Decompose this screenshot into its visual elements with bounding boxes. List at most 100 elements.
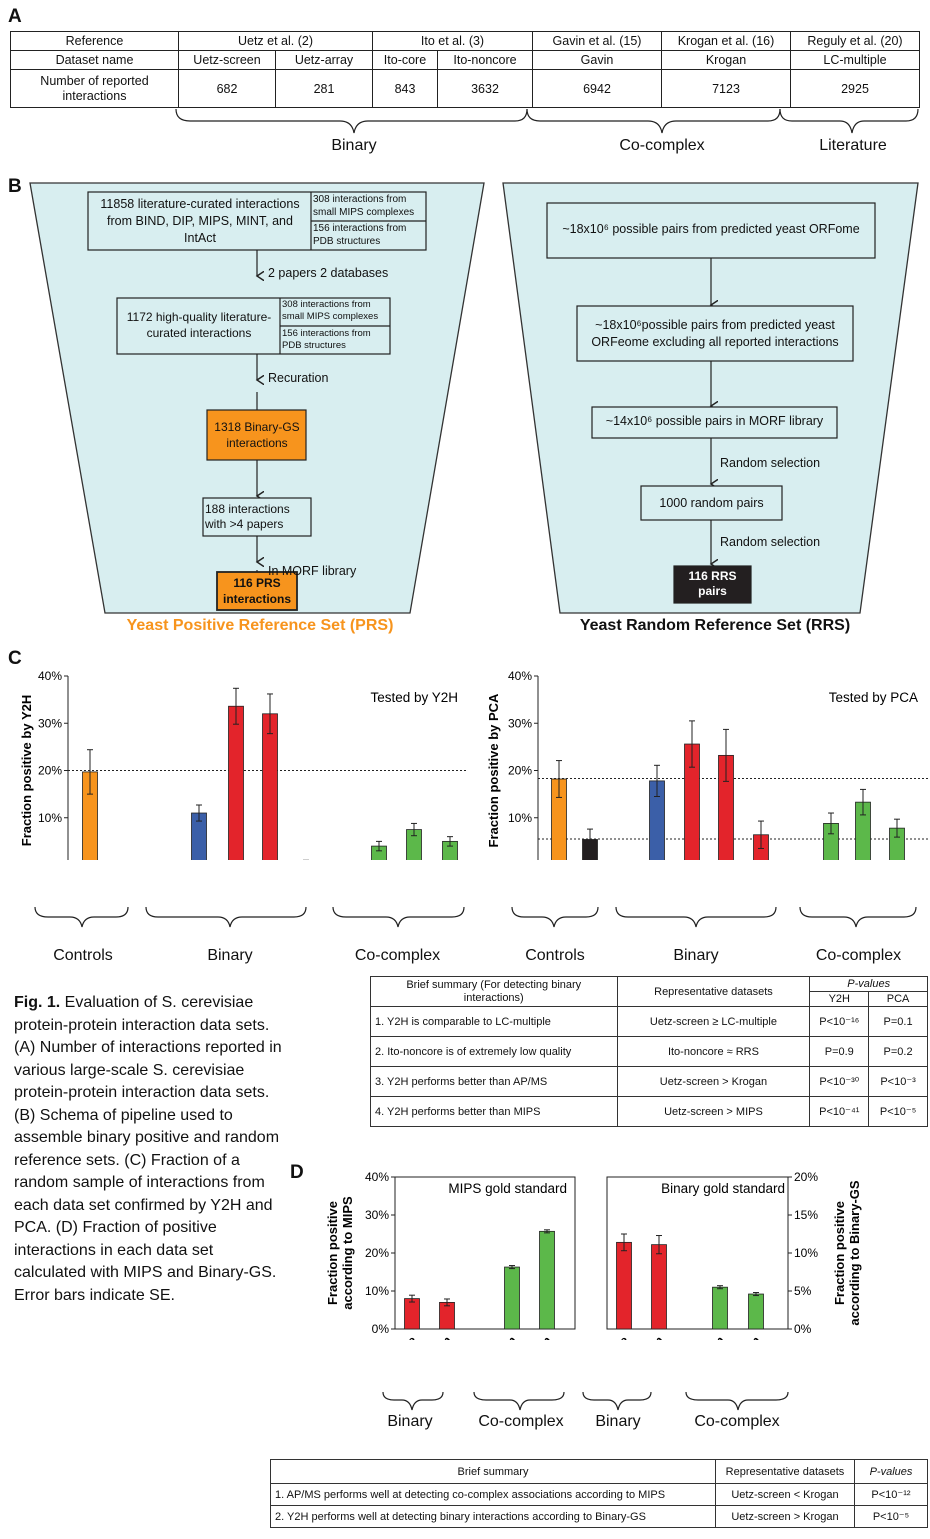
c2-group-controls: Controls bbox=[525, 947, 585, 964]
dataset-cell: Gavin bbox=[532, 50, 662, 70]
c-row-p1: P<10⁻¹⁶ bbox=[809, 1006, 870, 1037]
x-tick-label: Krogan bbox=[480, 1333, 520, 1340]
rrs-title: Yeast Random Reference Set (RRS) bbox=[579, 617, 851, 634]
dataset-cell: LC-multiple bbox=[790, 50, 920, 70]
group-cocomplex-label: Co-complex bbox=[619, 137, 705, 154]
c-row-dataset: Ito-noncore ≈ RRS bbox=[616, 1036, 811, 1067]
y-tick-label: 20% bbox=[508, 764, 532, 778]
y-tick-label: 20% bbox=[365, 1246, 389, 1260]
chart-mips: 0%10%20%30%40%Ito-coreUetz-screenKroganG… bbox=[325, 1170, 576, 1340]
c2-group-binary: Binary bbox=[673, 947, 719, 964]
prs-box4-text: 188 interactions with >4 papers bbox=[205, 502, 290, 531]
prs-box5-text: 116 PRS interactions bbox=[222, 576, 291, 606]
count-cell: 281 bbox=[275, 69, 373, 108]
chart-title: Binary gold standard bbox=[661, 1181, 785, 1196]
y-tick-label: 0% bbox=[45, 858, 63, 860]
ref-reguly: Reguly et al. (20) bbox=[790, 31, 920, 51]
count-cell: 843 bbox=[372, 69, 438, 108]
x-tick-label: Gavin bbox=[521, 1333, 554, 1340]
d1-group-cocomplex: Co-complex bbox=[478, 1413, 564, 1430]
prs-box2a-text: 308 interactions from small MIPS complex… bbox=[282, 299, 379, 322]
panel-c-letter: C bbox=[8, 648, 22, 669]
c-row-p2: P=0.2 bbox=[868, 1036, 928, 1067]
c-row: 4. Y2H performs better than MIPS bbox=[370, 1096, 618, 1127]
c-row-p1: P<10⁻⁴¹ bbox=[809, 1096, 870, 1127]
d-head-summary: Brief summary bbox=[270, 1459, 716, 1484]
ref-ito: Ito et al. (3) bbox=[372, 31, 533, 51]
y-axis-label: Fraction positive bbox=[832, 1201, 847, 1305]
d-row-p: P<10⁻¹² bbox=[854, 1483, 928, 1506]
x-tick-label: Ito-core bbox=[590, 1333, 631, 1340]
panel-d-letter: D bbox=[290, 1162, 304, 1183]
c1-group-controls: Controls bbox=[53, 947, 113, 964]
y-tick-label: 10% bbox=[794, 1246, 818, 1260]
prs-box1a-text: 308 interactions from small MIPS complex… bbox=[313, 194, 415, 218]
c-head-pca: PCA bbox=[868, 991, 928, 1007]
c1-group-cocomplex: Co-complex bbox=[354, 947, 441, 964]
chart-title: MIPS gold standard bbox=[448, 1181, 567, 1196]
rrs-box bbox=[673, 565, 752, 604]
prs-step2: Recuration bbox=[268, 371, 329, 385]
caption-text: Evaluation of S. cerevisiae protein-prot… bbox=[14, 994, 282, 1304]
dataset-table: Reference Uetz et al. (2) Ito et al. (3)… bbox=[10, 31, 920, 108]
dataset-cell: Krogan bbox=[661, 50, 791, 70]
prs-box bbox=[216, 571, 298, 611]
y-axis-label: according to MIPS bbox=[340, 1196, 355, 1310]
rrs-box4-text: 1000 random pairs bbox=[659, 496, 764, 510]
ref-uetz: Uetz et al. (2) bbox=[178, 31, 373, 51]
count-cell: 682 bbox=[178, 69, 276, 108]
rrs-step2: Random selection bbox=[720, 535, 821, 549]
x-tick-label: Gavin bbox=[730, 1333, 763, 1340]
ref-krogan: Krogan et al. (16) bbox=[661, 31, 791, 51]
count-label: Number of reported interactions bbox=[10, 69, 179, 108]
d-row-dataset: Uetz-screen < Krogan bbox=[715, 1483, 855, 1506]
bar bbox=[262, 713, 278, 860]
c-row-p2: P<10⁻³ bbox=[868, 1066, 928, 1097]
d2-group-cocomplex: Co-complex bbox=[694, 1413, 780, 1430]
y-tick-label: 0% bbox=[515, 858, 533, 860]
c2-group-cocomplex: Co-complex bbox=[815, 947, 902, 964]
c-row-dataset: Uetz-screen > MIPS bbox=[616, 1096, 811, 1127]
d2-group-binary: Binary bbox=[595, 1413, 641, 1430]
prs-step1: 2 papers 2 databases bbox=[268, 266, 389, 280]
bar bbox=[439, 1301, 455, 1330]
chart-binary-gs: 0%5%10%15%20%Ito-coreUetz-screenKroganGa… bbox=[590, 1170, 862, 1340]
prs-box1b-text: 156 interactions from PDB structures bbox=[313, 223, 407, 247]
y-axis-label: according to Binary-GS bbox=[847, 1180, 862, 1326]
c-row: 1. Y2H is comparable to LC-multiple bbox=[370, 1006, 618, 1037]
x-tick-label: Krogan bbox=[688, 1333, 728, 1340]
y-tick-label: 0% bbox=[794, 1322, 812, 1336]
panel-b-letter: B bbox=[8, 176, 22, 197]
bar bbox=[712, 1286, 728, 1330]
y-tick-label: 20% bbox=[794, 1170, 818, 1184]
group-literature-label: Literature bbox=[819, 137, 887, 154]
count-cell: 2925 bbox=[790, 69, 920, 108]
dataset-cell: Ito-core bbox=[372, 50, 438, 70]
c-head-datasets: Representative datasets bbox=[616, 976, 811, 1007]
c-row: 3. Y2H performs better than AP/MS bbox=[370, 1066, 618, 1097]
c-row-p2: P<10⁻⁵ bbox=[868, 1096, 928, 1127]
bar bbox=[651, 1244, 667, 1330]
y-axis-label: Fraction positive by Y2H bbox=[19, 695, 34, 846]
binary-gs-box bbox=[206, 409, 307, 461]
y-tick-label: 10% bbox=[508, 811, 532, 825]
y-tick-label: 30% bbox=[38, 716, 62, 730]
c-row-dataset: Uetz-screen ≥ LC-multiple bbox=[616, 1006, 811, 1037]
d-row-dataset: Uetz-screen > Krogan bbox=[715, 1505, 855, 1528]
rrs-box1-text: ~18x10⁶ possible pairs from predicted ye… bbox=[562, 222, 860, 236]
c-row-p1: P<10⁻³⁰ bbox=[809, 1066, 870, 1097]
y-axis-label: Fraction positive by PCA bbox=[486, 693, 501, 847]
dataset-label: Dataset name bbox=[10, 50, 179, 70]
c-row: 2. Ito-noncore is of extremely low quali… bbox=[370, 1036, 618, 1067]
bar bbox=[748, 1293, 764, 1330]
panel-d-braces bbox=[382, 1391, 789, 1411]
summary-table-d: Brief summary Representative datasets P-… bbox=[270, 1459, 928, 1528]
count-cell: 7123 bbox=[661, 69, 791, 108]
y-tick-label: 10% bbox=[365, 1284, 389, 1298]
d-head-datasets: Representative datasets bbox=[715, 1459, 855, 1484]
caption-fig-label: Fig. 1. bbox=[14, 994, 61, 1011]
panel-c-braces bbox=[34, 906, 917, 928]
ref-label: Reference bbox=[10, 31, 179, 51]
rrs-step1: Random selection bbox=[720, 456, 821, 470]
y-tick-label: 40% bbox=[365, 1170, 389, 1184]
